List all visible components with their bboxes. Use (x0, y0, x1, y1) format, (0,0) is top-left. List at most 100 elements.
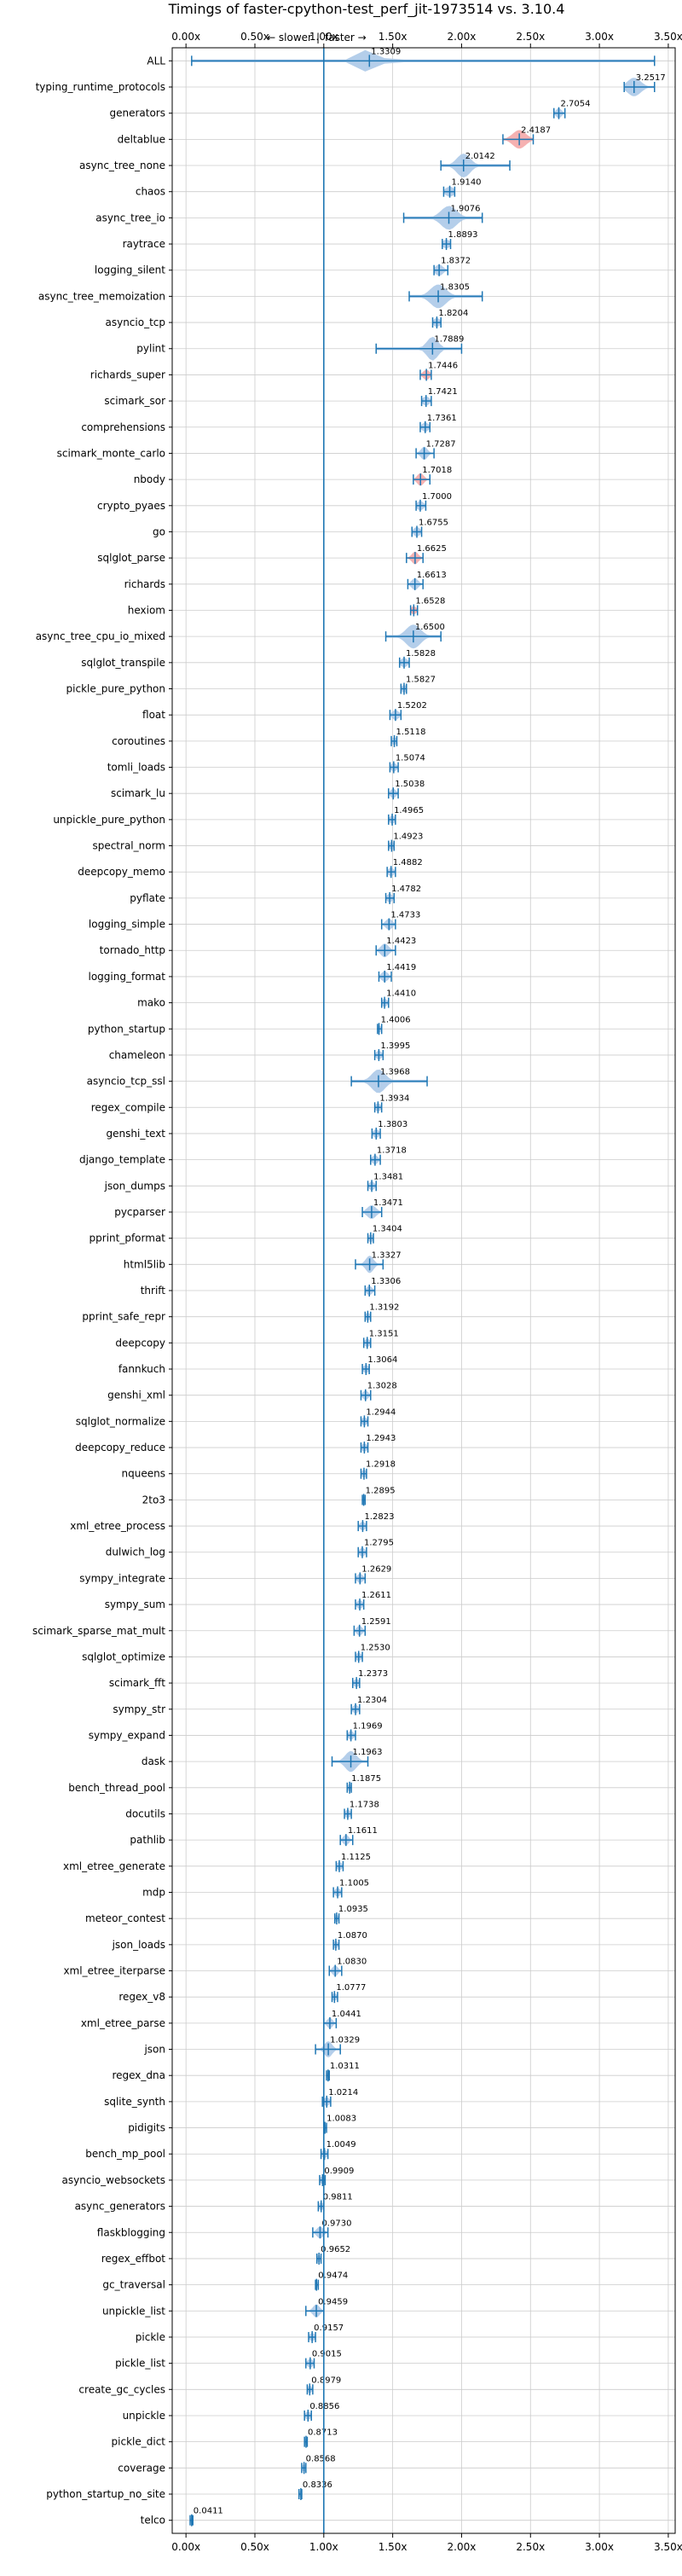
x-tick-label-top: 0.50x (240, 31, 269, 43)
benchmark-label: scimark_fft (109, 1677, 165, 1689)
benchmark-label: scimark_monte_carlo (57, 447, 165, 459)
benchmark-label: sqlglot_optimize (82, 1651, 165, 1662)
mean-value-label: 1.4733 (390, 911, 420, 920)
mean-value-label: 0.9474 (318, 2271, 348, 2281)
benchmark-label: python_startup (88, 1023, 165, 1035)
mean-value-label: 1.2591 (361, 1617, 391, 1627)
mean-value-label: 1.2943 (366, 1434, 396, 1443)
benchmark-label: mdp (142, 1886, 165, 1898)
mean-value-label: 1.7446 (428, 361, 458, 370)
benchmark-label: pyflate (130, 892, 165, 904)
mean-value-label: 1.1738 (350, 1800, 379, 1809)
grid-layer (172, 48, 675, 2533)
mean-value-label: 1.1963 (353, 1748, 383, 1757)
mean-value-label: 3.2517 (636, 73, 666, 83)
mean-value-label: 1.5828 (406, 649, 436, 659)
benchmark-label: meteor_contest (85, 1912, 165, 1924)
x-tick-label-bottom: 2.50x (516, 2541, 545, 2553)
benchmark-label: logging_format (88, 971, 165, 983)
mean-value-label: 2.0142 (465, 152, 495, 161)
benchmark-label: typing_runtime_protocols (36, 81, 165, 93)
benchmark-label: async_tree_io (95, 212, 165, 223)
benchmark-label: sympy_integrate (79, 1572, 165, 1584)
x-tick-label-top: 2.00x (448, 31, 477, 43)
benchmark-label: deepcopy (115, 1337, 165, 1349)
benchmark-label: richards_super (90, 368, 165, 380)
mean-value-label: 1.2795 (364, 1539, 394, 1548)
benchmark-label: pprint_safe_repr (82, 1311, 165, 1323)
benchmark-label: richards (124, 578, 165, 590)
benchmark-label: regex_effbot (101, 2253, 166, 2265)
benchmark-label: unpickle (123, 2410, 165, 2422)
mean-value-label: 0.8856 (309, 2402, 339, 2411)
mean-value-label: 0.9909 (324, 2167, 354, 2176)
x-tick-label-top: 1.00x (309, 31, 338, 43)
benchmark-label: pickle (136, 2331, 165, 2343)
mean-value-label: 1.5202 (397, 701, 427, 711)
mean-value-label: 1.5827 (406, 676, 436, 685)
mean-value-label: 1.3327 (372, 1250, 402, 1260)
benchmark-label: sqlglot_normalize (76, 1415, 165, 1427)
mean-value-label: 0.9652 (321, 2245, 350, 2254)
benchmark-label: scimark_sor (104, 395, 165, 407)
benchmark-label: tomli_loads (107, 762, 165, 774)
benchmark-label: pickle_dict (112, 2436, 166, 2448)
x-tick-label-top: 3.00x (585, 31, 614, 43)
mean-value-label: 1.0830 (337, 1958, 367, 1967)
mean-value-label: 1.3151 (369, 1329, 399, 1338)
benchmark-label: tornado_http (100, 944, 165, 956)
benchmark-label: pycparser (114, 1206, 165, 1218)
mean-value-label: 1.0049 (327, 2140, 356, 2150)
x-tick-label-top: 3.50x (654, 31, 682, 43)
benchmark-label: async_tree_cpu_io_mixed (36, 630, 165, 642)
benchmark-label: sympy_expand (89, 1729, 165, 1741)
benchmark-label: hexiom (128, 604, 165, 616)
mean-value-label: 1.8305 (440, 282, 470, 292)
benchmark-label: logging_simple (89, 919, 165, 931)
x-tick-label-top: 2.50x (516, 31, 545, 43)
mean-value-label: 1.0777 (336, 1983, 366, 1993)
mean-value-label: 1.2918 (366, 1460, 396, 1470)
mean-value-label: 1.0870 (338, 1931, 367, 1941)
benchmark-label: dask (142, 1755, 165, 1767)
mean-value-label: 1.4965 (394, 806, 424, 815)
mean-value-label: 1.0329 (330, 2036, 360, 2045)
benchmark-label: ALL (147, 55, 165, 67)
mean-value-label: 0.8568 (306, 2454, 336, 2463)
mean-value-label: 0.9157 (314, 2324, 344, 2333)
mean-value-label: 1.9140 (452, 178, 482, 188)
benchmark-label: coverage (118, 2462, 165, 2474)
mean-value-label: 1.3404 (373, 1225, 402, 1234)
mean-value-label: 1.4782 (391, 885, 421, 894)
benchmark-label: regex_dna (112, 2069, 165, 2081)
benchmark-label: scimark_lu (111, 787, 165, 799)
faster-label: faster → (325, 32, 367, 44)
x-tick-label-top: 1.50x (379, 31, 407, 43)
benchmark-label: html5lib (124, 1258, 165, 1270)
mean-value-label: 1.2944 (366, 1407, 396, 1417)
mean-value-label: 1.3718 (377, 1146, 407, 1156)
mean-value-label: 1.7361 (427, 414, 457, 423)
mean-value-label: 1.3192 (369, 1303, 399, 1313)
benchmark-label: regex_compile (91, 1101, 165, 1113)
benchmark-label: pidigits (128, 2122, 165, 2134)
mean-value-label: 1.4419 (386, 963, 416, 972)
benchmark-label: generators (109, 107, 165, 119)
benchmark-label: go (153, 525, 165, 537)
benchmark-label: async_tree_none (79, 160, 165, 171)
direction-separator: | (316, 32, 320, 44)
benchmark-label: sympy_str (113, 1703, 165, 1715)
mean-value-label: 1.3481 (373, 1172, 403, 1181)
mean-value-label: 1.5118 (396, 728, 426, 737)
mean-value-label: 0.0411 (194, 2507, 223, 2516)
benchmark-label: json (143, 2044, 165, 2056)
benchmark-label: json_dumps (104, 1180, 165, 1192)
benchmark-label: deltablue (118, 133, 165, 145)
mean-value-label: 1.3968 (380, 1068, 410, 1077)
benchmark-label: deepcopy_memo (78, 866, 165, 878)
mean-value-label: 1.7421 (428, 387, 458, 397)
mean-value-label: 1.7018 (422, 466, 452, 475)
mean-value-label: 2.7054 (560, 100, 590, 109)
benchmark-label: asyncio_tcp_ssl (87, 1076, 165, 1088)
mean-value-label: 1.4423 (386, 937, 416, 946)
